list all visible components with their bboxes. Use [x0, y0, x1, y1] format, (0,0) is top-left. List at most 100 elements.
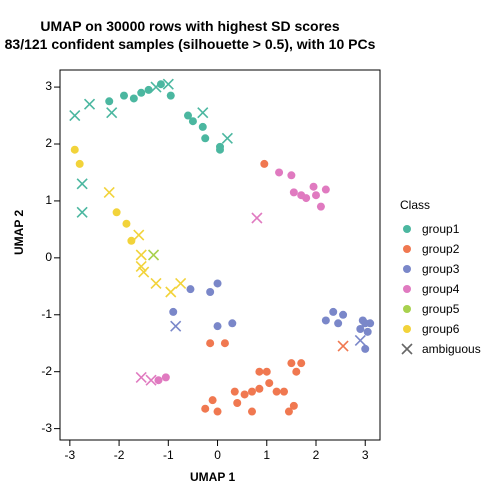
x-tick-label: 0: [208, 448, 228, 462]
data-point: [290, 402, 298, 410]
data-point: [260, 160, 268, 168]
y-axis-label: UMAP 2: [12, 210, 26, 255]
data-point: [361, 345, 369, 353]
legend-item: ambiguous: [400, 342, 481, 356]
data-point: [162, 373, 170, 381]
x-tick-label: 3: [355, 448, 375, 462]
legend-item: group6: [400, 322, 459, 336]
data-point: [169, 308, 177, 316]
data-point: [199, 123, 207, 131]
data-point: [216, 143, 224, 151]
data-point: [241, 390, 249, 398]
data-point-ambiguous: [166, 287, 176, 297]
legend-item: group5: [400, 302, 459, 316]
y-tick-label: 1: [28, 193, 52, 207]
y-tick-label: -1: [28, 307, 52, 321]
y-tick-label: 2: [28, 136, 52, 150]
legend-label: group4: [422, 282, 459, 296]
circle-icon: [400, 222, 414, 236]
data-point-ambiguous: [104, 187, 114, 197]
x-tick-label: -3: [60, 448, 80, 462]
cross-icon: [400, 342, 414, 356]
data-point: [206, 288, 214, 296]
legend-item: group3: [400, 262, 459, 276]
legend-label: ambiguous: [422, 342, 481, 356]
data-point: [120, 92, 128, 100]
data-point-ambiguous: [85, 99, 95, 109]
data-point: [214, 279, 222, 287]
data-point: [214, 408, 222, 416]
x-tick-label: 2: [306, 448, 326, 462]
data-point: [255, 368, 263, 376]
data-point: [302, 194, 310, 202]
data-point: [329, 308, 337, 316]
data-point: [290, 188, 298, 196]
data-point: [334, 319, 342, 327]
circle-icon: [400, 322, 414, 336]
data-point: [189, 117, 197, 125]
data-point: [275, 168, 283, 176]
data-point: [231, 388, 239, 396]
data-point-ambiguous: [134, 230, 144, 240]
data-point: [201, 134, 209, 142]
legend-label: group1: [422, 222, 459, 236]
data-point: [127, 237, 135, 245]
data-point: [287, 359, 295, 367]
data-point-ambiguous: [222, 133, 232, 143]
data-point: [105, 97, 113, 105]
data-point-ambiguous: [198, 108, 208, 118]
data-point: [186, 285, 194, 293]
data-point: [233, 399, 241, 407]
circle-icon: [400, 242, 414, 256]
data-point: [317, 203, 325, 211]
circle-icon: [400, 302, 414, 316]
x-tick-label: -1: [158, 448, 178, 462]
legend-label: group5: [422, 302, 459, 316]
data-point: [137, 89, 145, 97]
data-point: [209, 396, 217, 404]
data-point-ambiguous: [149, 250, 159, 260]
data-point: [312, 191, 320, 199]
data-point: [206, 339, 214, 347]
data-point: [280, 388, 288, 396]
legend-title: Class: [400, 198, 430, 212]
x-tick-label: 1: [257, 448, 277, 462]
data-point-ambiguous: [176, 278, 186, 288]
legend-item: group4: [400, 282, 459, 296]
legend-label: group3: [422, 262, 459, 276]
data-point: [263, 368, 271, 376]
data-point: [248, 408, 256, 416]
data-point: [130, 94, 138, 102]
data-point: [273, 388, 281, 396]
y-tick-label: 0: [28, 250, 52, 264]
data-point: [154, 376, 162, 384]
data-point: [366, 319, 374, 327]
x-axis-label: UMAP 1: [190, 470, 235, 484]
data-point: [265, 379, 273, 387]
data-point: [221, 339, 229, 347]
data-point: [322, 316, 330, 324]
data-point-ambiguous: [70, 111, 80, 121]
data-point-ambiguous: [136, 250, 146, 260]
data-point-ambiguous: [77, 207, 87, 217]
data-point: [167, 92, 175, 100]
data-point: [214, 322, 222, 330]
y-tick-label: -2: [28, 364, 52, 378]
data-point: [364, 328, 372, 336]
data-point: [255, 385, 263, 393]
data-point-ambiguous: [171, 321, 181, 331]
data-point: [339, 311, 347, 319]
data-point-ambiguous: [136, 372, 146, 382]
circle-icon: [400, 262, 414, 276]
data-point-ambiguous: [338, 341, 348, 351]
data-point: [297, 359, 305, 367]
data-point: [248, 388, 256, 396]
data-point: [310, 183, 318, 191]
legend-label: group2: [422, 242, 459, 256]
data-point-ambiguous: [151, 278, 161, 288]
data-point: [201, 405, 209, 413]
data-point-ambiguous: [77, 179, 87, 189]
x-tick-label: -2: [109, 448, 129, 462]
legend-label: group6: [422, 322, 459, 336]
data-point-ambiguous: [252, 213, 262, 223]
